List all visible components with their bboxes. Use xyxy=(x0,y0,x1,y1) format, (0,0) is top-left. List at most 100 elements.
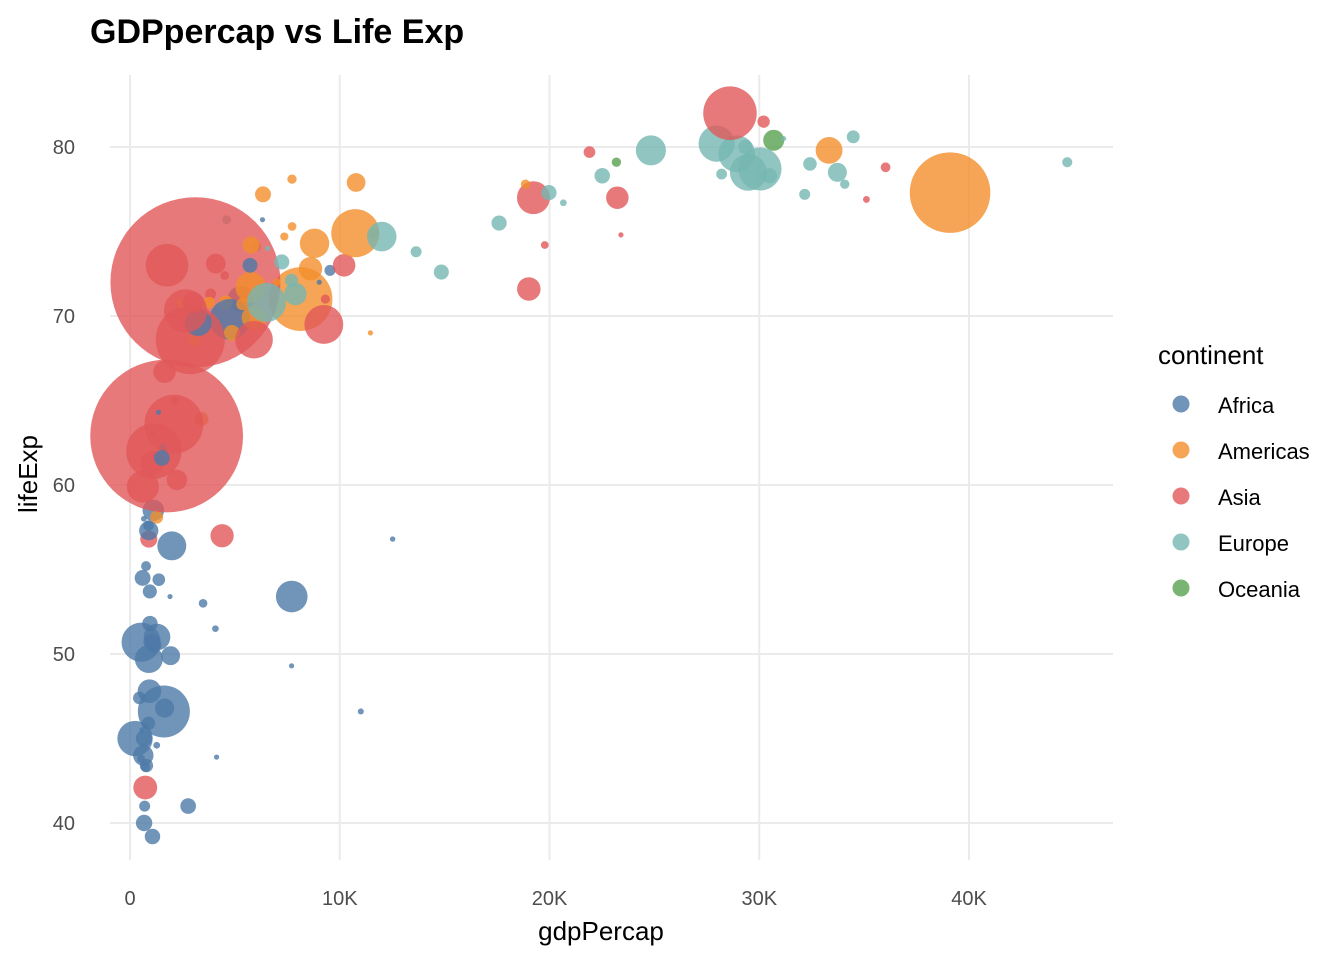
data-point-africa xyxy=(161,646,181,666)
data-point-europe xyxy=(716,168,728,180)
x-axis-ticks: 0 10K 20K 30K 40K xyxy=(124,888,987,910)
data-point-europe xyxy=(738,139,753,155)
data-point-africa xyxy=(357,708,364,715)
data-point-asia xyxy=(618,232,624,238)
data-point-africa xyxy=(154,450,170,466)
data-point-asia xyxy=(126,470,159,503)
legend-item-americas: Americas xyxy=(1172,439,1310,464)
data-point-africa xyxy=(275,580,308,613)
data-point-europe xyxy=(827,162,847,182)
data-point-americas xyxy=(287,222,297,231)
data-point-africa xyxy=(198,598,208,608)
data-point-americas xyxy=(242,236,260,254)
legend-label: Africa xyxy=(1218,393,1275,418)
data-point-europe xyxy=(284,282,307,306)
data-point-asia xyxy=(540,241,549,249)
data-point-americas xyxy=(520,179,531,189)
data-point-europe xyxy=(433,264,449,280)
legend-item-europe: Europe xyxy=(1172,531,1289,556)
data-point-americas xyxy=(272,278,281,287)
data-point-americas xyxy=(815,136,843,164)
data-point-europe xyxy=(1062,157,1073,168)
data-point-africa xyxy=(180,798,196,814)
legend: continent Africa Americas Asia Europe Oceani… xyxy=(1158,340,1310,602)
data-point-africa xyxy=(144,828,161,845)
legend-key-americas xyxy=(1172,441,1190,459)
data-point-africa xyxy=(135,814,153,832)
legend-item-africa: Africa xyxy=(1172,393,1275,418)
data-point-americas xyxy=(331,209,380,258)
data-point-africa xyxy=(141,561,152,572)
data-point-asia xyxy=(703,86,757,140)
data-point-africa xyxy=(143,520,154,531)
x-tick-label: 10K xyxy=(322,888,358,910)
data-point-oceania xyxy=(611,157,622,167)
data-point-asia xyxy=(220,271,230,280)
data-point-africa xyxy=(157,531,187,561)
data-point-americas xyxy=(236,298,249,311)
y-tick-label: 60 xyxy=(53,475,75,497)
data-point-asia xyxy=(332,253,356,277)
data-point-africa xyxy=(155,409,161,415)
data-point-europe xyxy=(594,167,610,184)
y-tick-label: 50 xyxy=(53,644,75,666)
data-point-europe xyxy=(840,179,850,189)
data-point-europe xyxy=(803,157,817,171)
data-point-europe xyxy=(274,254,290,270)
legend-label: Europe xyxy=(1218,531,1289,556)
y-tick-label: 70 xyxy=(53,306,75,328)
data-point-europe xyxy=(846,130,860,144)
data-point-asia xyxy=(144,394,204,454)
legend-label: Asia xyxy=(1218,485,1262,510)
y-tick-label: 40 xyxy=(53,813,75,835)
data-point-americas xyxy=(367,330,373,336)
data-point-africa xyxy=(134,645,163,674)
data-point-africa xyxy=(288,663,295,669)
data-point-asia xyxy=(862,195,870,203)
data-point-asia xyxy=(757,115,770,128)
data-point-europe xyxy=(729,153,767,191)
data-point-europe xyxy=(491,215,507,231)
data-point-americas xyxy=(255,186,271,203)
x-axis-title: gdpPercap xyxy=(538,916,664,946)
data-point-asia xyxy=(880,162,891,173)
x-tick-label: 0 xyxy=(124,888,135,910)
data-point-europe xyxy=(559,199,567,207)
data-point-africa xyxy=(142,584,157,599)
data-point-asia xyxy=(205,253,226,274)
data-point-africa xyxy=(137,679,162,703)
data-point-africa xyxy=(167,593,173,600)
legend-key-europe xyxy=(1172,533,1190,551)
data-point-asia xyxy=(606,186,629,209)
data-points xyxy=(90,86,1073,845)
legend-key-asia xyxy=(1172,487,1190,505)
data-point-africa xyxy=(142,615,158,632)
data-point-africa xyxy=(259,217,266,223)
x-tick-label: 30K xyxy=(741,888,777,910)
legend-key-africa xyxy=(1172,395,1190,413)
data-point-africa xyxy=(135,730,153,747)
data-point-asia xyxy=(583,146,596,158)
legend-item-oceania: Oceania xyxy=(1172,577,1301,602)
data-point-africa xyxy=(141,716,156,730)
data-point-africa xyxy=(212,625,219,632)
data-point-americas xyxy=(280,232,289,241)
data-point-europe xyxy=(541,184,557,201)
data-point-africa xyxy=(213,754,220,760)
legend-item-asia: Asia xyxy=(1172,485,1262,510)
data-point-americas xyxy=(299,228,330,259)
data-point-europe xyxy=(247,282,286,322)
data-point-asia xyxy=(145,243,189,287)
y-axis-ticks: 40 50 60 70 80 xyxy=(53,137,75,835)
data-point-africa xyxy=(389,536,396,542)
data-point-europe xyxy=(264,245,271,251)
data-point-asia xyxy=(304,305,344,344)
data-point-asia xyxy=(320,294,330,304)
data-point-oceania xyxy=(763,129,785,151)
data-point-asia xyxy=(153,360,176,383)
chart-title: GDPpercap vs Life Exp xyxy=(90,13,464,51)
data-point-europe xyxy=(635,135,666,166)
data-point-americas xyxy=(346,173,366,192)
data-point-africa xyxy=(139,758,154,773)
